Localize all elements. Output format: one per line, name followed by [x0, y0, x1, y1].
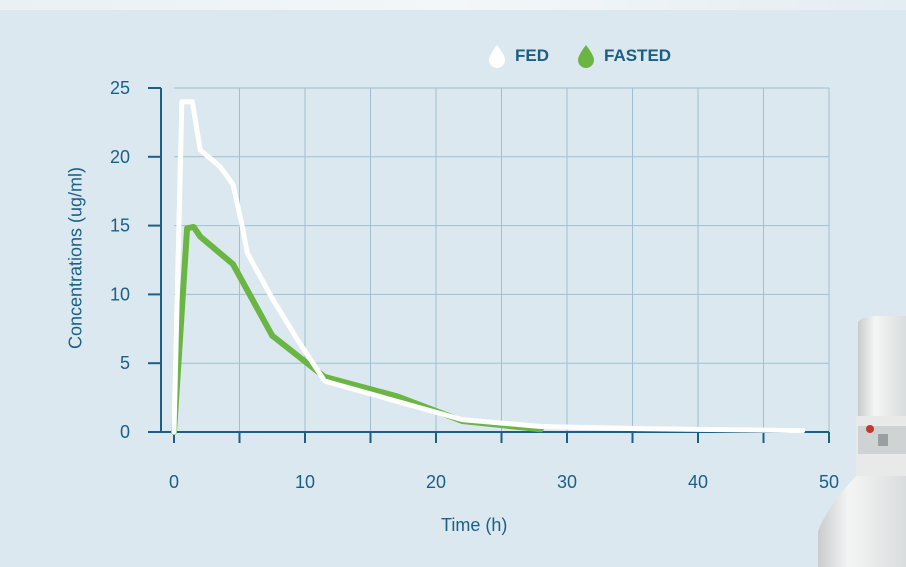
series-line-fed	[171, 99, 806, 435]
x-tick-label: 10	[295, 472, 315, 492]
x-tick-label: 30	[557, 472, 577, 492]
chart-legend: FED FASTED	[488, 42, 689, 70]
fasted-drop-shape	[578, 45, 594, 68]
y-tick-label: 5	[120, 353, 130, 373]
bottle-red-mark	[866, 425, 874, 433]
series-line-fasted	[171, 223, 544, 435]
y-tick-label: 0	[120, 422, 130, 442]
top-band	[0, 0, 906, 10]
fed-drop-icon	[489, 45, 505, 68]
legend-item-fasted: FASTED	[577, 44, 671, 68]
legend-label-fasted: FASTED	[604, 46, 672, 65]
x-tick-label: 0	[169, 472, 179, 492]
y-tick-label: 25	[110, 78, 130, 98]
x-axis-title: Time (h)	[441, 515, 508, 535]
x-tick-label: 40	[688, 472, 708, 492]
product-bottle-image	[818, 316, 906, 567]
legend-label-fed: FED	[515, 46, 549, 65]
x-tick-label: 20	[426, 472, 446, 492]
y-tick-label: 20	[110, 147, 130, 167]
bottle-body	[818, 476, 906, 567]
fed-drop-shape	[489, 45, 505, 68]
x-tick-label: 50	[819, 472, 839, 492]
y-axis-title: Concentrations (ug/ml)	[65, 166, 86, 350]
legend-item-fed: FED	[488, 44, 549, 68]
y-tick-label: 10	[110, 284, 130, 304]
bottle-label-detail	[878, 434, 888, 446]
bottle-cap	[858, 316, 906, 416]
y-tick-label: 15	[110, 216, 130, 236]
fasted-drop-icon	[578, 45, 594, 68]
